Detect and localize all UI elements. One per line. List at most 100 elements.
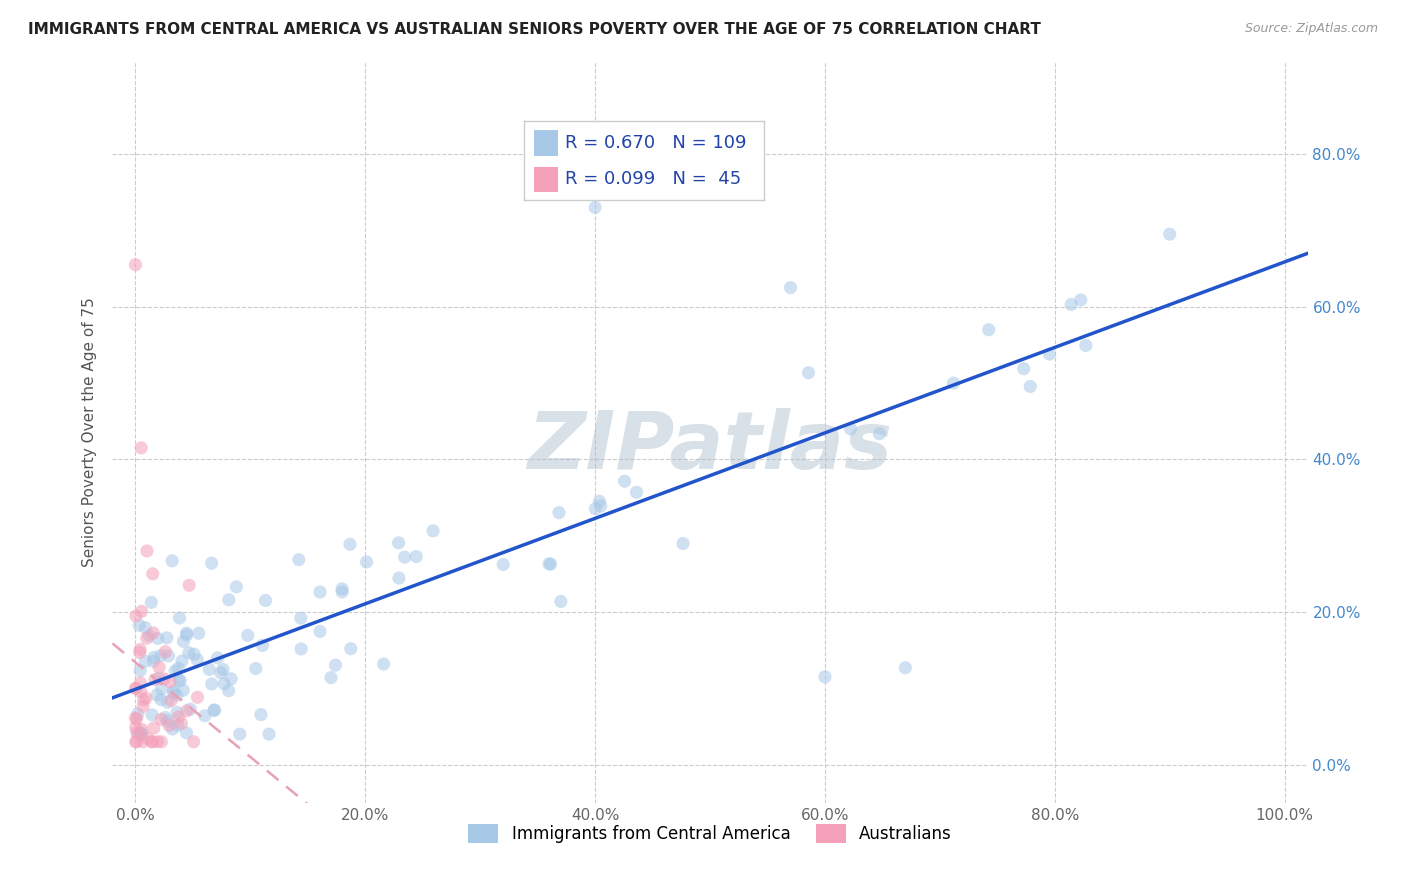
Point <box>252 639 274 653</box>
Point <box>225 580 247 594</box>
Point <box>583 201 606 215</box>
Point <box>125 681 148 696</box>
Point <box>160 554 183 568</box>
Point <box>387 536 409 550</box>
Point <box>124 711 146 725</box>
Point <box>131 727 153 741</box>
Point <box>394 550 416 565</box>
Point <box>148 660 170 674</box>
Point <box>613 474 636 488</box>
Point <box>212 663 235 677</box>
Point <box>176 626 198 640</box>
Point <box>779 280 801 294</box>
Point <box>339 537 361 551</box>
Point <box>162 684 184 698</box>
Point <box>254 593 277 607</box>
Point <box>124 735 146 749</box>
Point <box>183 647 205 661</box>
Point <box>135 691 157 706</box>
Point <box>141 735 163 749</box>
Point <box>245 661 267 675</box>
Point <box>129 676 152 690</box>
Point <box>127 706 149 721</box>
Point <box>538 557 561 571</box>
Text: R = 0.099   N =  45: R = 0.099 N = 45 <box>565 170 741 188</box>
Point <box>138 629 160 643</box>
Point <box>340 641 363 656</box>
Point <box>169 611 191 625</box>
Point <box>129 642 152 657</box>
Point <box>129 441 152 455</box>
Point <box>212 677 235 691</box>
Point <box>257 727 280 741</box>
Text: R = 0.670   N = 109: R = 0.670 N = 109 <box>565 134 747 152</box>
Point <box>167 673 190 687</box>
Point <box>157 718 180 732</box>
Point <box>492 558 515 572</box>
Point <box>166 718 188 732</box>
Point <box>330 582 353 596</box>
Point <box>167 661 190 675</box>
Point <box>868 426 890 441</box>
Point <box>132 699 155 714</box>
Point <box>198 662 221 676</box>
Point <box>309 585 332 599</box>
Point <box>1038 347 1060 361</box>
Point <box>290 611 312 625</box>
Point <box>172 634 194 648</box>
Point <box>150 712 173 726</box>
Point <box>236 628 259 642</box>
Point <box>136 544 159 558</box>
Point <box>218 683 240 698</box>
Point <box>150 735 173 749</box>
Point <box>170 654 193 668</box>
Bar <box>534 167 558 192</box>
Point <box>127 727 149 741</box>
Point <box>146 735 169 749</box>
Point <box>142 566 165 581</box>
Point <box>155 645 177 659</box>
Point <box>405 549 427 564</box>
Point <box>250 707 273 722</box>
Point <box>134 654 156 668</box>
Point <box>124 720 146 734</box>
Point <box>548 506 571 520</box>
Point <box>219 672 242 686</box>
Point <box>626 485 648 500</box>
Point <box>160 693 183 707</box>
Point <box>209 665 232 680</box>
Point <box>177 646 200 660</box>
Legend: Immigrants from Central America, Australians: Immigrants from Central America, Austral… <box>461 817 959 850</box>
Point <box>977 323 1000 337</box>
Point <box>894 661 917 675</box>
Point <box>583 501 606 516</box>
Point <box>156 631 179 645</box>
Point <box>142 650 165 665</box>
Point <box>550 594 572 608</box>
Y-axis label: Seniors Poverty Over the Age of 75: Seniors Poverty Over the Age of 75 <box>82 298 97 567</box>
Point <box>125 609 148 624</box>
Point <box>330 585 353 599</box>
Point <box>169 673 191 688</box>
Point <box>141 707 163 722</box>
Point <box>132 735 155 749</box>
Point <box>1070 293 1092 307</box>
Point <box>124 681 146 696</box>
Text: IMMIGRANTS FROM CENTRAL AMERICA VS AUSTRALIAN SENIORS POVERTY OVER THE AGE OF 75: IMMIGRANTS FROM CENTRAL AMERICA VS AUSTR… <box>28 22 1040 37</box>
Point <box>125 735 148 749</box>
Point <box>156 695 179 709</box>
Point <box>194 708 217 723</box>
Point <box>942 376 965 390</box>
Text: Source: ZipAtlas.com: Source: ZipAtlas.com <box>1244 22 1378 36</box>
Point <box>290 642 312 657</box>
Point <box>163 685 186 699</box>
Point <box>150 681 173 696</box>
Point <box>422 524 444 538</box>
Point <box>179 702 201 716</box>
Point <box>146 632 169 646</box>
Point <box>588 494 610 508</box>
Point <box>186 653 208 667</box>
Point <box>136 731 159 746</box>
Point <box>131 604 153 618</box>
Point <box>201 556 224 570</box>
